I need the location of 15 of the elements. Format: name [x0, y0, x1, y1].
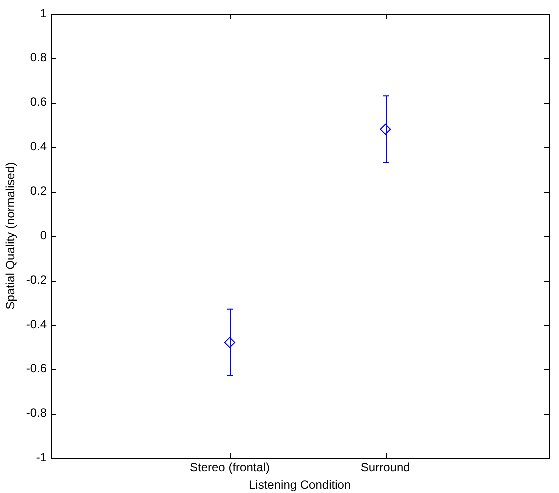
y-tick-label: 0.4	[30, 140, 48, 154]
y-tick-label: -0.6	[26, 362, 48, 376]
x-tick-label: Surround	[360, 460, 410, 475]
y-tick-label: -0.8	[26, 406, 48, 420]
x-tick-label: Stereo (frontal)	[190, 460, 270, 475]
y-tick-label: 0.2	[30, 184, 48, 198]
y-tick-label: 0.6	[30, 95, 48, 110]
y-tick-label: 0.8	[30, 50, 48, 65]
y-tick-label: 0	[40, 228, 48, 242]
y-axis-title: Spatial Quality (normalised)	[4, 162, 18, 310]
x-axis-title: Listening Condition	[249, 478, 352, 492]
y-tick-label: -1	[36, 450, 48, 465]
y-tick-label: -0.2	[26, 272, 48, 287]
y-tick-label: -0.4	[26, 317, 48, 332]
y-tick-label: 1	[40, 6, 48, 20]
